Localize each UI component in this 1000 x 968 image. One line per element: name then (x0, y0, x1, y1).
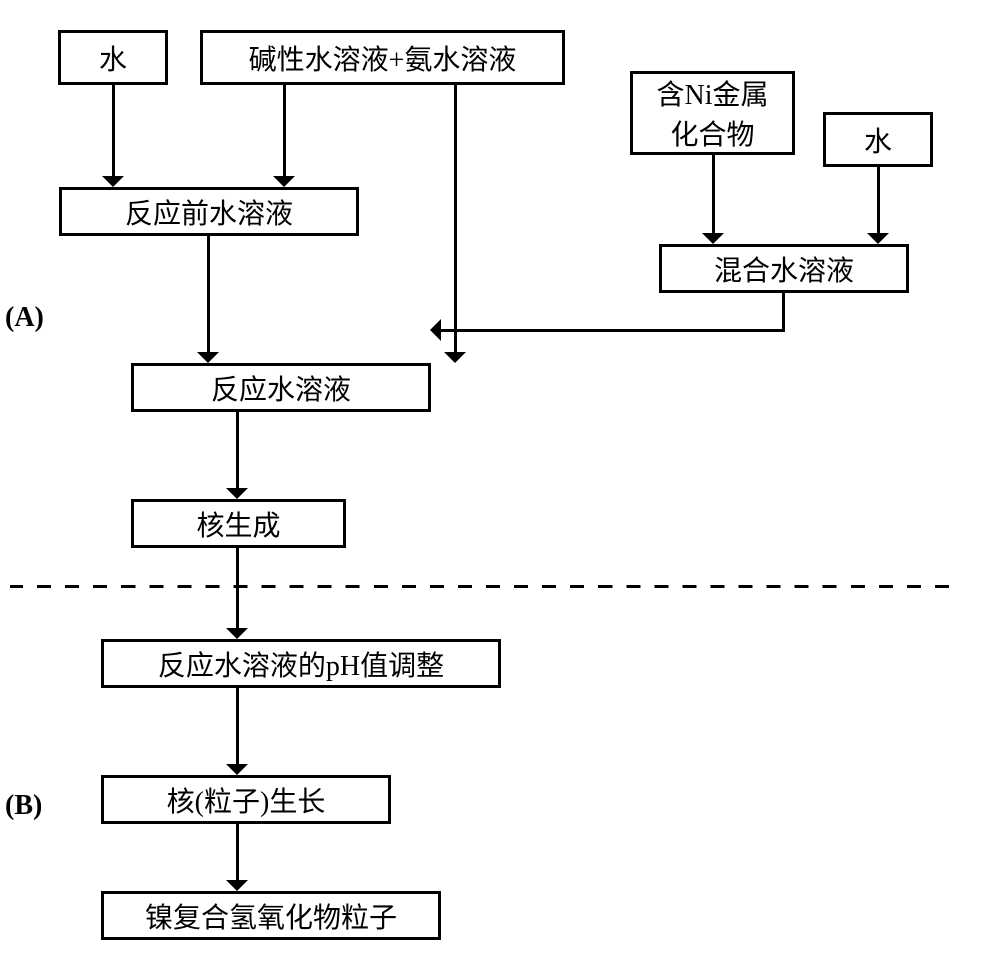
node-growth: 核(粒子)生长 (101, 775, 391, 824)
node-mixed_solution: 混合水溶液 (659, 244, 909, 293)
node-label: 反应前水溶液 (125, 192, 293, 232)
node-pre_reaction: 反应前水溶液 (59, 187, 359, 236)
node-water2: 水 (823, 112, 933, 167)
arrow-ph_to_growth (236, 688, 239, 764)
elbow-v-mixed_solution_bottom (782, 293, 785, 332)
arrow-head-water2_bottom (867, 233, 889, 244)
arrow-growth_to_final (236, 824, 239, 880)
arrow-head-water1_bottom (102, 176, 124, 187)
arrow-water1_bottom (112, 85, 115, 176)
arrow-pre_reaction_bottom (207, 236, 210, 352)
arrow-head-reaction_to_nucl (226, 488, 248, 499)
arrow-head-alkali_right_bottom (444, 352, 466, 363)
section-divider (10, 585, 960, 588)
arrow-head-pre_reaction_bottom (197, 352, 219, 363)
node-reaction_soln: 反应水溶液 (131, 363, 431, 412)
node-label: 核(粒子)生长 (167, 780, 326, 820)
node-ni_hydroxide: 镍复合氢氧化物粒子 (101, 891, 441, 940)
arrow-alkali_left_bottom (283, 85, 286, 176)
arrow-head-growth_to_final (226, 880, 248, 891)
arrow-head-nucl_to_ph (226, 628, 248, 639)
node-label: 核生成 (196, 504, 280, 544)
node-alkali_ammonia: 碱性水溶液+氨水溶液 (200, 30, 565, 85)
node-label: 混合水溶液 (714, 249, 854, 289)
section-label-B: (B) (5, 790, 42, 822)
node-label: 水 (864, 120, 892, 160)
node-label: 碱性水溶液+氨水溶液 (249, 38, 517, 78)
node-water1: 水 (58, 30, 168, 85)
arrow-nucl_to_ph (236, 548, 239, 628)
arrow-water2_bottom (877, 167, 880, 233)
node-label: 反应水溶液的pH值调整 (158, 644, 444, 684)
arrow-head-ph_to_growth (226, 764, 248, 775)
node-ph_adjust: 反应水溶液的pH值调整 (101, 639, 501, 688)
arrow-head-alkali_left_bottom (273, 176, 295, 187)
elbow-head-mixed_solution_bottom (430, 319, 441, 341)
arrow-head-ni_compound_bottom (702, 233, 724, 244)
node-label: 镍复合氢氧化物粒子 (145, 896, 397, 936)
node-label: 水 (99, 38, 127, 78)
node-nucleation: 核生成 (131, 499, 346, 548)
arrow-reaction_to_nucl (236, 412, 239, 488)
elbow-h-mixed_solution_bottom (441, 329, 785, 332)
node-ni_compound: 含Ni金属 化合物 (630, 71, 795, 155)
section-label-A: (A) (5, 302, 44, 334)
arrow-ni_compound_bottom (712, 155, 715, 233)
arrow-alkali_right_bottom (454, 85, 457, 352)
node-label: 反应水溶液 (211, 368, 351, 408)
node-label: 含Ni金属 化合物 (656, 73, 768, 153)
